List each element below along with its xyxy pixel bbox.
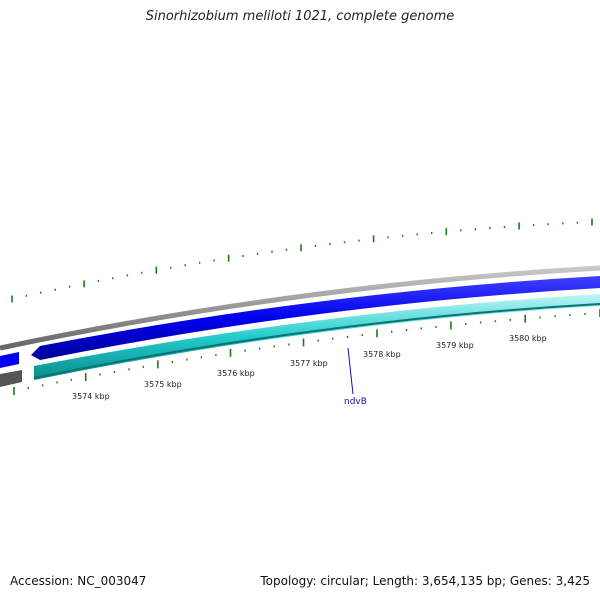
accession-label: Accession: NC_003047 <box>10 574 147 588</box>
scale-label-3579: 3579 kbp <box>436 341 474 350</box>
reverse-cds-segment-left[interactable] <box>0 370 22 387</box>
gene-label-ndvb[interactable]: ndvB <box>344 397 367 407</box>
scale-label-3575: 3575 kbp <box>144 380 182 389</box>
reverse-cds-edge <box>33 303 600 379</box>
scale-label-3574: 3574 kbp <box>72 392 110 401</box>
gene-label-leader <box>347 347 354 395</box>
scale-label-3576: 3576 kbp <box>217 369 255 378</box>
scale-label-3577: 3577 kbp <box>290 359 328 368</box>
genome-summary: Topology: circular; Length: 3,654,135 bp… <box>260 574 590 588</box>
forward-cds-segment-left[interactable] <box>0 352 19 368</box>
backbone-track <box>0 265 600 351</box>
upper-tick-track <box>11 218 593 303</box>
forward-cds-track[interactable] <box>31 276 600 360</box>
scale-label-3578: 3578 kbp <box>363 350 401 359</box>
lower-tick-track <box>13 309 600 395</box>
map-title: Sinorhizobium meliloti 1021, complete ge… <box>145 9 455 24</box>
scale-label-3580: 3580 kbp <box>509 334 547 343</box>
